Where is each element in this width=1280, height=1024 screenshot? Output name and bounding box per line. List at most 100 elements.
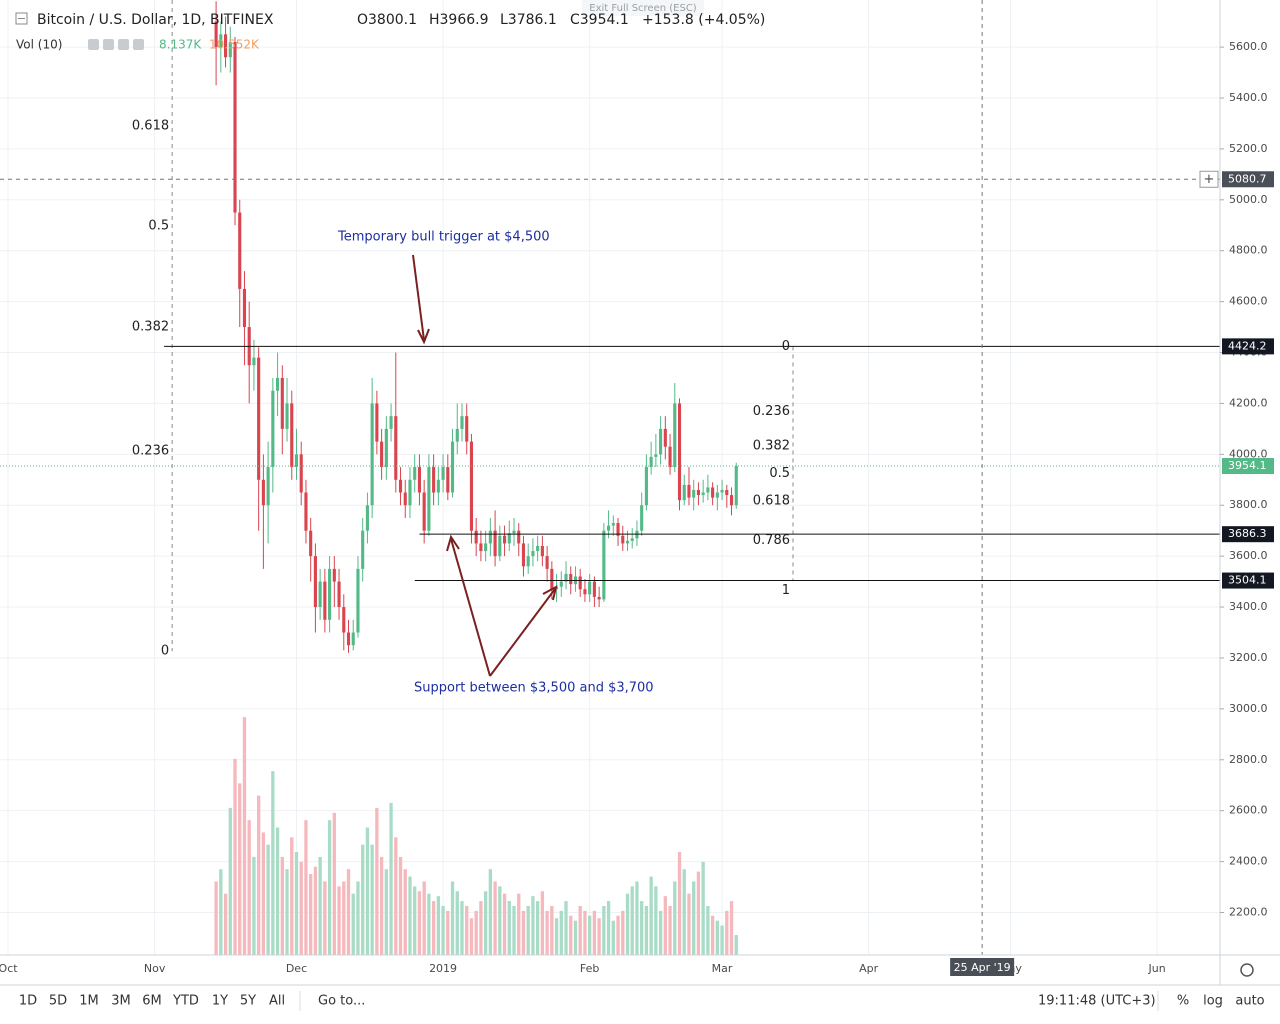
candle-body (384, 428, 388, 468)
crosshair-plus-box[interactable] (1199, 170, 1219, 188)
volume-bar (715, 920, 719, 955)
candle-body (550, 568, 554, 590)
candle-body (398, 479, 403, 493)
grid (0, 0, 1220, 955)
settings-button[interactable] (103, 39, 114, 50)
eye-button[interactable] (88, 39, 99, 50)
fib-label: 1 (782, 583, 790, 598)
volume-bar (512, 905, 516, 955)
range-button[interactable]: 3M (111, 994, 131, 1009)
candle-body (417, 467, 421, 493)
scale-option[interactable]: % (1177, 994, 1189, 1009)
range-button[interactable]: 1M (79, 994, 99, 1009)
volume-bar (285, 869, 289, 955)
candle-body (294, 454, 299, 468)
clock[interactable]: 19:11:48 (UTC+3) (1038, 994, 1156, 1009)
volume-bar (493, 881, 497, 955)
candle-body (640, 505, 644, 531)
scale-option[interactable]: log (1203, 994, 1223, 1009)
candle-body (578, 576, 582, 590)
exit-hint-bg[interactable] (582, 0, 704, 16)
scale-option[interactable]: auto (1235, 994, 1264, 1009)
settings-gear[interactable] (1240, 963, 1254, 977)
volume-bar (422, 881, 426, 955)
volume-bar (526, 905, 530, 955)
candle-body (488, 530, 492, 544)
y-tick-label: 4200.0 (1229, 396, 1268, 409)
remove-button[interactable] (133, 39, 144, 50)
range-button[interactable]: 1D (19, 994, 37, 1009)
range-button[interactable]: 6M (142, 994, 162, 1009)
toolbar: 1D 5D 1M 3M 6M YTD 1Y 5Y All Go to... 19:11:48 (UT… (19, 991, 1265, 1011)
volume-bar (644, 905, 649, 955)
arrow (489, 588, 556, 677)
fib-label: 0.236 (132, 444, 169, 459)
volume-bar (640, 901, 644, 955)
candle-body (365, 505, 369, 531)
crosshair-date-label: 25 Apr '19 (954, 961, 1011, 974)
x-tick-label: Apr (859, 962, 879, 975)
goto-button[interactable]: Go to... (318, 994, 365, 1009)
volume-bar (280, 856, 284, 955)
volume-bar (488, 869, 493, 955)
candle-body (455, 428, 459, 442)
fib-label: 0.382 (132, 320, 169, 335)
volume-label[interactable]: Vol (10) (16, 38, 62, 52)
candle-body (659, 428, 663, 455)
ohlc-open: O3800.1 (357, 12, 417, 28)
candle-body (706, 487, 710, 493)
volume-bar (583, 910, 587, 955)
volume-bar (588, 915, 592, 955)
candle-body (630, 538, 634, 541)
range-button[interactable]: 5D (49, 994, 67, 1009)
y-tick-label: 4800.0 (1229, 244, 1268, 257)
volume-bar (375, 807, 379, 955)
ohlc-high: H3966.9 (429, 12, 489, 28)
arrow-head (542, 585, 558, 601)
candle-body (238, 212, 242, 289)
volume-bar (313, 866, 318, 955)
y-tick-label: 5200.0 (1229, 142, 1268, 155)
volume-bar (309, 874, 313, 955)
level-price-label: 3686.3 (1228, 527, 1267, 540)
volume-bar (361, 844, 365, 955)
candle-body (531, 551, 535, 557)
candle-body (460, 416, 464, 429)
candle-body (521, 543, 526, 567)
range-button[interactable]: All (269, 994, 285, 1009)
y-tick-label: 4000.0 (1229, 447, 1268, 460)
volume-buttons (88, 39, 144, 50)
volume-bar (304, 820, 308, 955)
candle-body (654, 454, 658, 457)
candle-body (465, 416, 469, 442)
candle-body (242, 288, 247, 328)
fib-label: 0.618 (132, 118, 169, 133)
candle-body (729, 495, 734, 506)
ohlc-low: L3786.1 (500, 12, 557, 28)
volume-bar (573, 920, 578, 955)
candle-body (677, 403, 682, 501)
volume-bar (266, 844, 270, 955)
crosshair-price-box (1222, 171, 1274, 188)
volume-bar (507, 901, 511, 955)
current-price-label: 3954.1 (1228, 459, 1267, 472)
more-button[interactable] (118, 39, 129, 50)
volume-bar (223, 893, 228, 955)
volume-bar (460, 901, 464, 955)
candle-body (214, 21, 218, 48)
candle-body (309, 530, 313, 557)
candle-body (621, 535, 625, 544)
range-button[interactable]: 5Y (240, 994, 256, 1009)
range-button[interactable]: YTD (172, 994, 199, 1009)
volume-bar (252, 856, 256, 955)
volume-pane (214, 717, 738, 955)
collapse-icon[interactable] (15, 12, 28, 25)
volume-bar (606, 901, 611, 955)
volume-bar (725, 910, 729, 955)
volume-bar (417, 891, 422, 955)
range-button[interactable]: 1Y (212, 994, 228, 1009)
y-tick-label: 2800.0 (1229, 753, 1268, 766)
candle-body (280, 377, 284, 429)
symbol-title[interactable]: Bitcoin / U.S. Dollar, 1D, BITFINEX (37, 12, 274, 28)
exit-hint[interactable]: Exit Full Screen (ESC) (589, 3, 697, 14)
